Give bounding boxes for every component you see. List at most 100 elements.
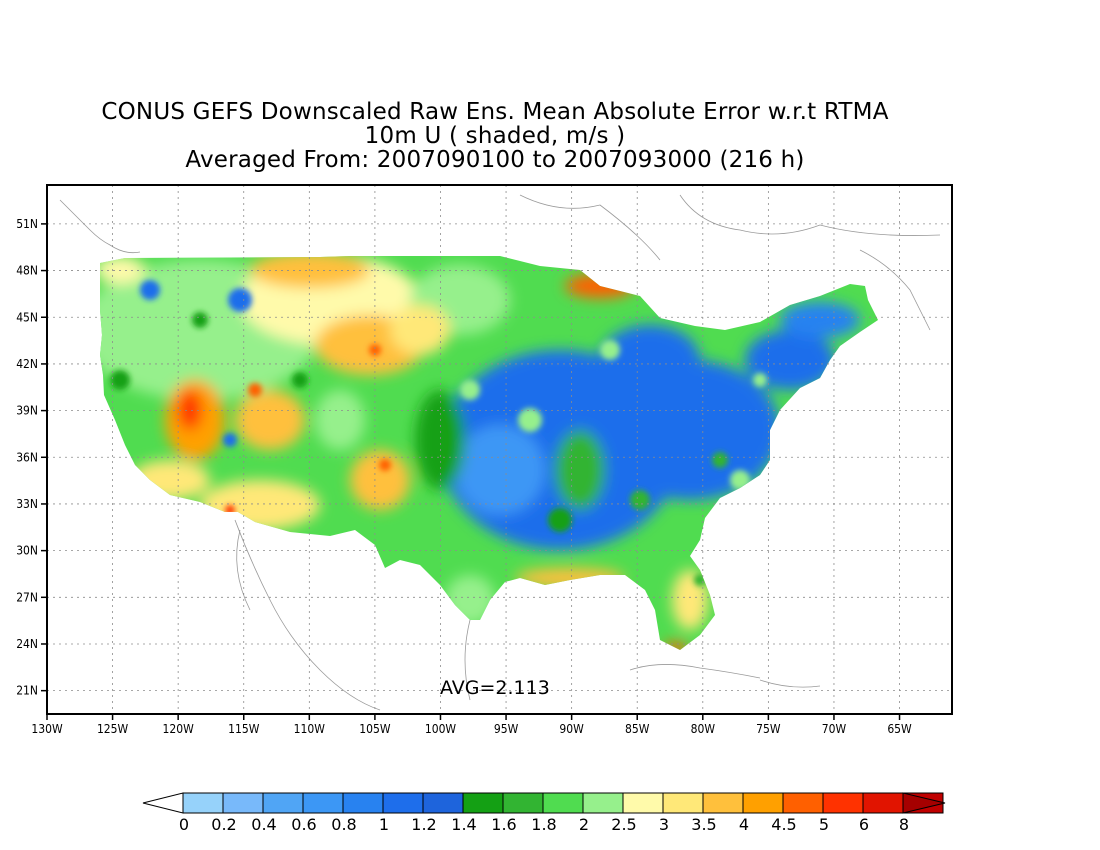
- region-nw-yellow: [100, 256, 145, 284]
- blotch: [223, 433, 237, 447]
- colorbar-swatch: [302, 792, 344, 814]
- lon-tick-label: 90W: [559, 722, 584, 736]
- region-plains-yellow: [390, 305, 450, 355]
- blotch: [712, 452, 728, 468]
- lat-tick-label: 36N: [16, 450, 38, 464]
- lat-tick-label: 51N: [16, 217, 38, 231]
- region-gulf-orange: [515, 568, 625, 588]
- colorbar-label: 4: [739, 815, 749, 834]
- coastline-hudson: [519, 194, 661, 261]
- lat-lon-grid: [47, 185, 952, 714]
- colorbar-swatch: [422, 792, 464, 814]
- colorbar-swatch: [662, 792, 704, 814]
- blotch: [600, 340, 620, 360]
- region-montana-orange: [250, 256, 370, 288]
- title-line-1: CONUS GEFS Downscaled Raw Ens. Mean Abso…: [101, 99, 889, 125]
- colorbar-label: 2.5: [611, 815, 636, 834]
- colorbar-swatch: [622, 792, 664, 814]
- coastline-cuba: [629, 664, 761, 679]
- region-nevada-red: [178, 390, 202, 430]
- lon-tick-label: 95W: [494, 722, 519, 736]
- colorbar-swatch: [862, 792, 904, 814]
- blotch: [753, 373, 767, 387]
- region-nm-orange: [350, 450, 410, 510]
- colorbar-swatch: [182, 792, 224, 814]
- blotch: [630, 490, 650, 510]
- colorbar-swatch: [462, 792, 504, 814]
- colorbar-label: 0.6: [291, 815, 316, 834]
- colorbar-label: 0: [179, 815, 189, 834]
- blotch: [518, 408, 542, 432]
- blotch: [460, 380, 480, 400]
- blotch: [379, 459, 391, 471]
- region-ozark-blue: [455, 425, 545, 515]
- colorbar-swatch: [702, 792, 744, 814]
- coastline-mexico-west: [234, 519, 381, 711]
- colorbar-label: 1.6: [491, 815, 516, 834]
- lon-tick-label: 120W: [163, 722, 195, 736]
- colorbar-label: 6: [859, 815, 869, 834]
- coastline-quebec: [679, 194, 941, 236]
- coastline-hispaniola: [759, 679, 821, 688]
- region-superior-red: [565, 274, 635, 298]
- colorbar-label: 0.8: [331, 815, 356, 834]
- lon-tick-label: 100W: [425, 722, 457, 736]
- lon-tick-label: 75W: [756, 722, 781, 736]
- region-ne-blue: [745, 330, 835, 390]
- blotch: [225, 505, 235, 515]
- lon-tick-label: 85W: [625, 722, 650, 736]
- colorbar-under-arrow: [142, 792, 184, 814]
- lon-axis-labels: 130W 125W 120W 115W 110W 105W 100W 95W 90W 85W 80W…: [31, 714, 912, 736]
- colorbar-swatch: [822, 792, 864, 814]
- colorbar-swatch: [742, 792, 784, 814]
- region-newengland-blue: [780, 302, 860, 338]
- region-texas-green: [445, 575, 495, 625]
- lat-tick-label: 24N: [16, 637, 38, 651]
- title-line-3: Averaged From: 2007090100 to 2007093000 …: [185, 147, 805, 173]
- lon-tick-label: 80W: [691, 722, 716, 736]
- region-keys-red: [664, 642, 688, 650]
- lat-tick-label: 45N: [16, 310, 38, 324]
- colorbar-label: 3.5: [691, 815, 716, 834]
- colorbar-label: 5: [819, 815, 829, 834]
- avg-annotation: AVG=2.113: [440, 677, 550, 699]
- blotch: [548, 508, 572, 532]
- map-title: CONUS GEFS Downscaled Raw Ens. Mean Abso…: [0, 100, 990, 172]
- lat-axis-labels: 21N 24N 27N 30N 33N 36N 39N 42N 45N 48N 51N: [16, 217, 47, 698]
- colorbar-label: 8: [899, 815, 909, 834]
- lon-tick-label: 70W: [822, 722, 847, 736]
- lat-tick-label: 39N: [16, 404, 38, 418]
- shading-blotches: [110, 280, 767, 586]
- region-sw-yellow: [200, 480, 320, 530]
- lat-tick-label: 27N: [16, 590, 38, 604]
- lat-tick-label: 21N: [16, 684, 38, 698]
- blotch: [292, 372, 308, 388]
- colorbar-label: 0.2: [211, 815, 236, 834]
- map-frame: [46, 184, 953, 715]
- blotch: [228, 288, 252, 312]
- blotch: [192, 312, 208, 328]
- lat-tick-label: 48N: [16, 264, 38, 278]
- lat-tick-label: 30N: [16, 544, 38, 558]
- lon-tick-label: 130W: [31, 722, 63, 736]
- coastline-mexico-gulf: [464, 619, 471, 701]
- colorbar-label: 1.4: [451, 815, 476, 834]
- lon-tick-label: 115W: [228, 722, 260, 736]
- colorbar-swatch: [542, 792, 584, 814]
- coastline-bc: [59, 199, 141, 254]
- lat-tick-label: 42N: [16, 357, 38, 371]
- lon-tick-label: 110W: [294, 722, 326, 736]
- colorbar-label: 1.8: [531, 815, 556, 834]
- blotch: [248, 383, 262, 397]
- colorbar-swatch: [502, 792, 544, 814]
- lat-tick-label: 33N: [16, 497, 38, 511]
- lon-tick-label: 125W: [97, 722, 129, 736]
- region-colorado-green: [315, 390, 365, 450]
- region-river-green: [555, 430, 605, 510]
- title-line-2: 10m U ( shaded, m/s ): [364, 123, 626, 149]
- blotch: [694, 574, 706, 586]
- lon-tick-label: 65W: [887, 722, 912, 736]
- region-socal-yellow: [130, 460, 210, 500]
- colorbar-label: 2: [579, 815, 589, 834]
